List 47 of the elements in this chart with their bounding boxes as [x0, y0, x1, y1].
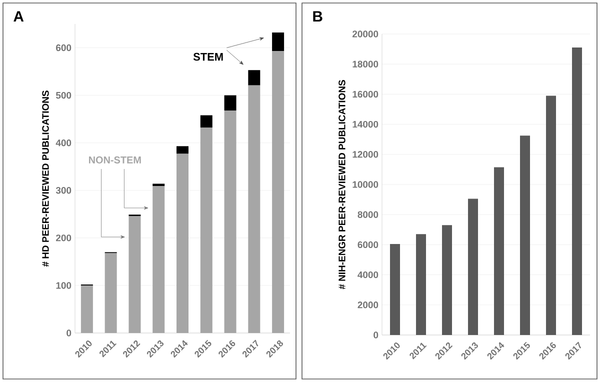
- y-tick-label: 200: [56, 234, 72, 242]
- bar: [546, 96, 556, 335]
- bar: [416, 234, 426, 335]
- y-tick-label: 14000: [352, 120, 378, 128]
- y-axis-title: # NIH-ENGR PEER-REVIEWED PUBLICATIONS: [338, 80, 346, 290]
- y-tick-label: 0: [66, 330, 72, 336]
- y-tick-label: 20000: [352, 30, 378, 38]
- y-tick-label: 300: [56, 187, 72, 194]
- bar: [224, 110, 236, 333]
- bar: [494, 167, 504, 335]
- y-tick-label: 10000: [352, 181, 378, 188]
- y-tick-label: 500: [56, 92, 72, 99]
- bar: [390, 244, 400, 335]
- bar: [442, 225, 452, 335]
- bar: [80, 285, 93, 333]
- bar: [200, 115, 212, 128]
- chart-title: B: [313, 11, 322, 22]
- y-axis-title: # HD PEER-REVIEWED PUBLICATIONS: [42, 90, 49, 267]
- chart-title: A: [14, 11, 24, 22]
- y-tick-label: 0: [374, 332, 378, 338]
- bar: [248, 85, 260, 333]
- y-tick-label: 8000: [358, 211, 378, 218]
- y-tick-label: 100: [56, 282, 72, 289]
- bar: [248, 70, 260, 86]
- y-tick-label: 4000: [358, 271, 378, 278]
- bar: [176, 146, 189, 154]
- y-tick-label: 18000: [352, 60, 378, 68]
- y-tick-label: 12000: [352, 151, 378, 158]
- bar: [272, 32, 284, 52]
- text: STEM: [193, 52, 223, 61]
- y-tick-label: 600: [56, 44, 72, 52]
- bar: [224, 95, 236, 111]
- text: NON-STEM: [89, 156, 141, 164]
- bar: [272, 51, 284, 333]
- bar: [520, 136, 530, 335]
- bar: [128, 216, 141, 333]
- bar: [572, 48, 582, 335]
- bar: [176, 154, 189, 333]
- bar: [468, 198, 478, 335]
- bar: [152, 186, 165, 333]
- bar: [104, 253, 117, 333]
- bar: [200, 128, 212, 333]
- y-tick-label: 6000: [358, 241, 378, 248]
- y-tick-label: 2000: [358, 302, 378, 308]
- bar: [152, 184, 165, 186]
- y-tick-label: 400: [56, 139, 72, 146]
- y-tick-label: 16000: [352, 90, 378, 98]
